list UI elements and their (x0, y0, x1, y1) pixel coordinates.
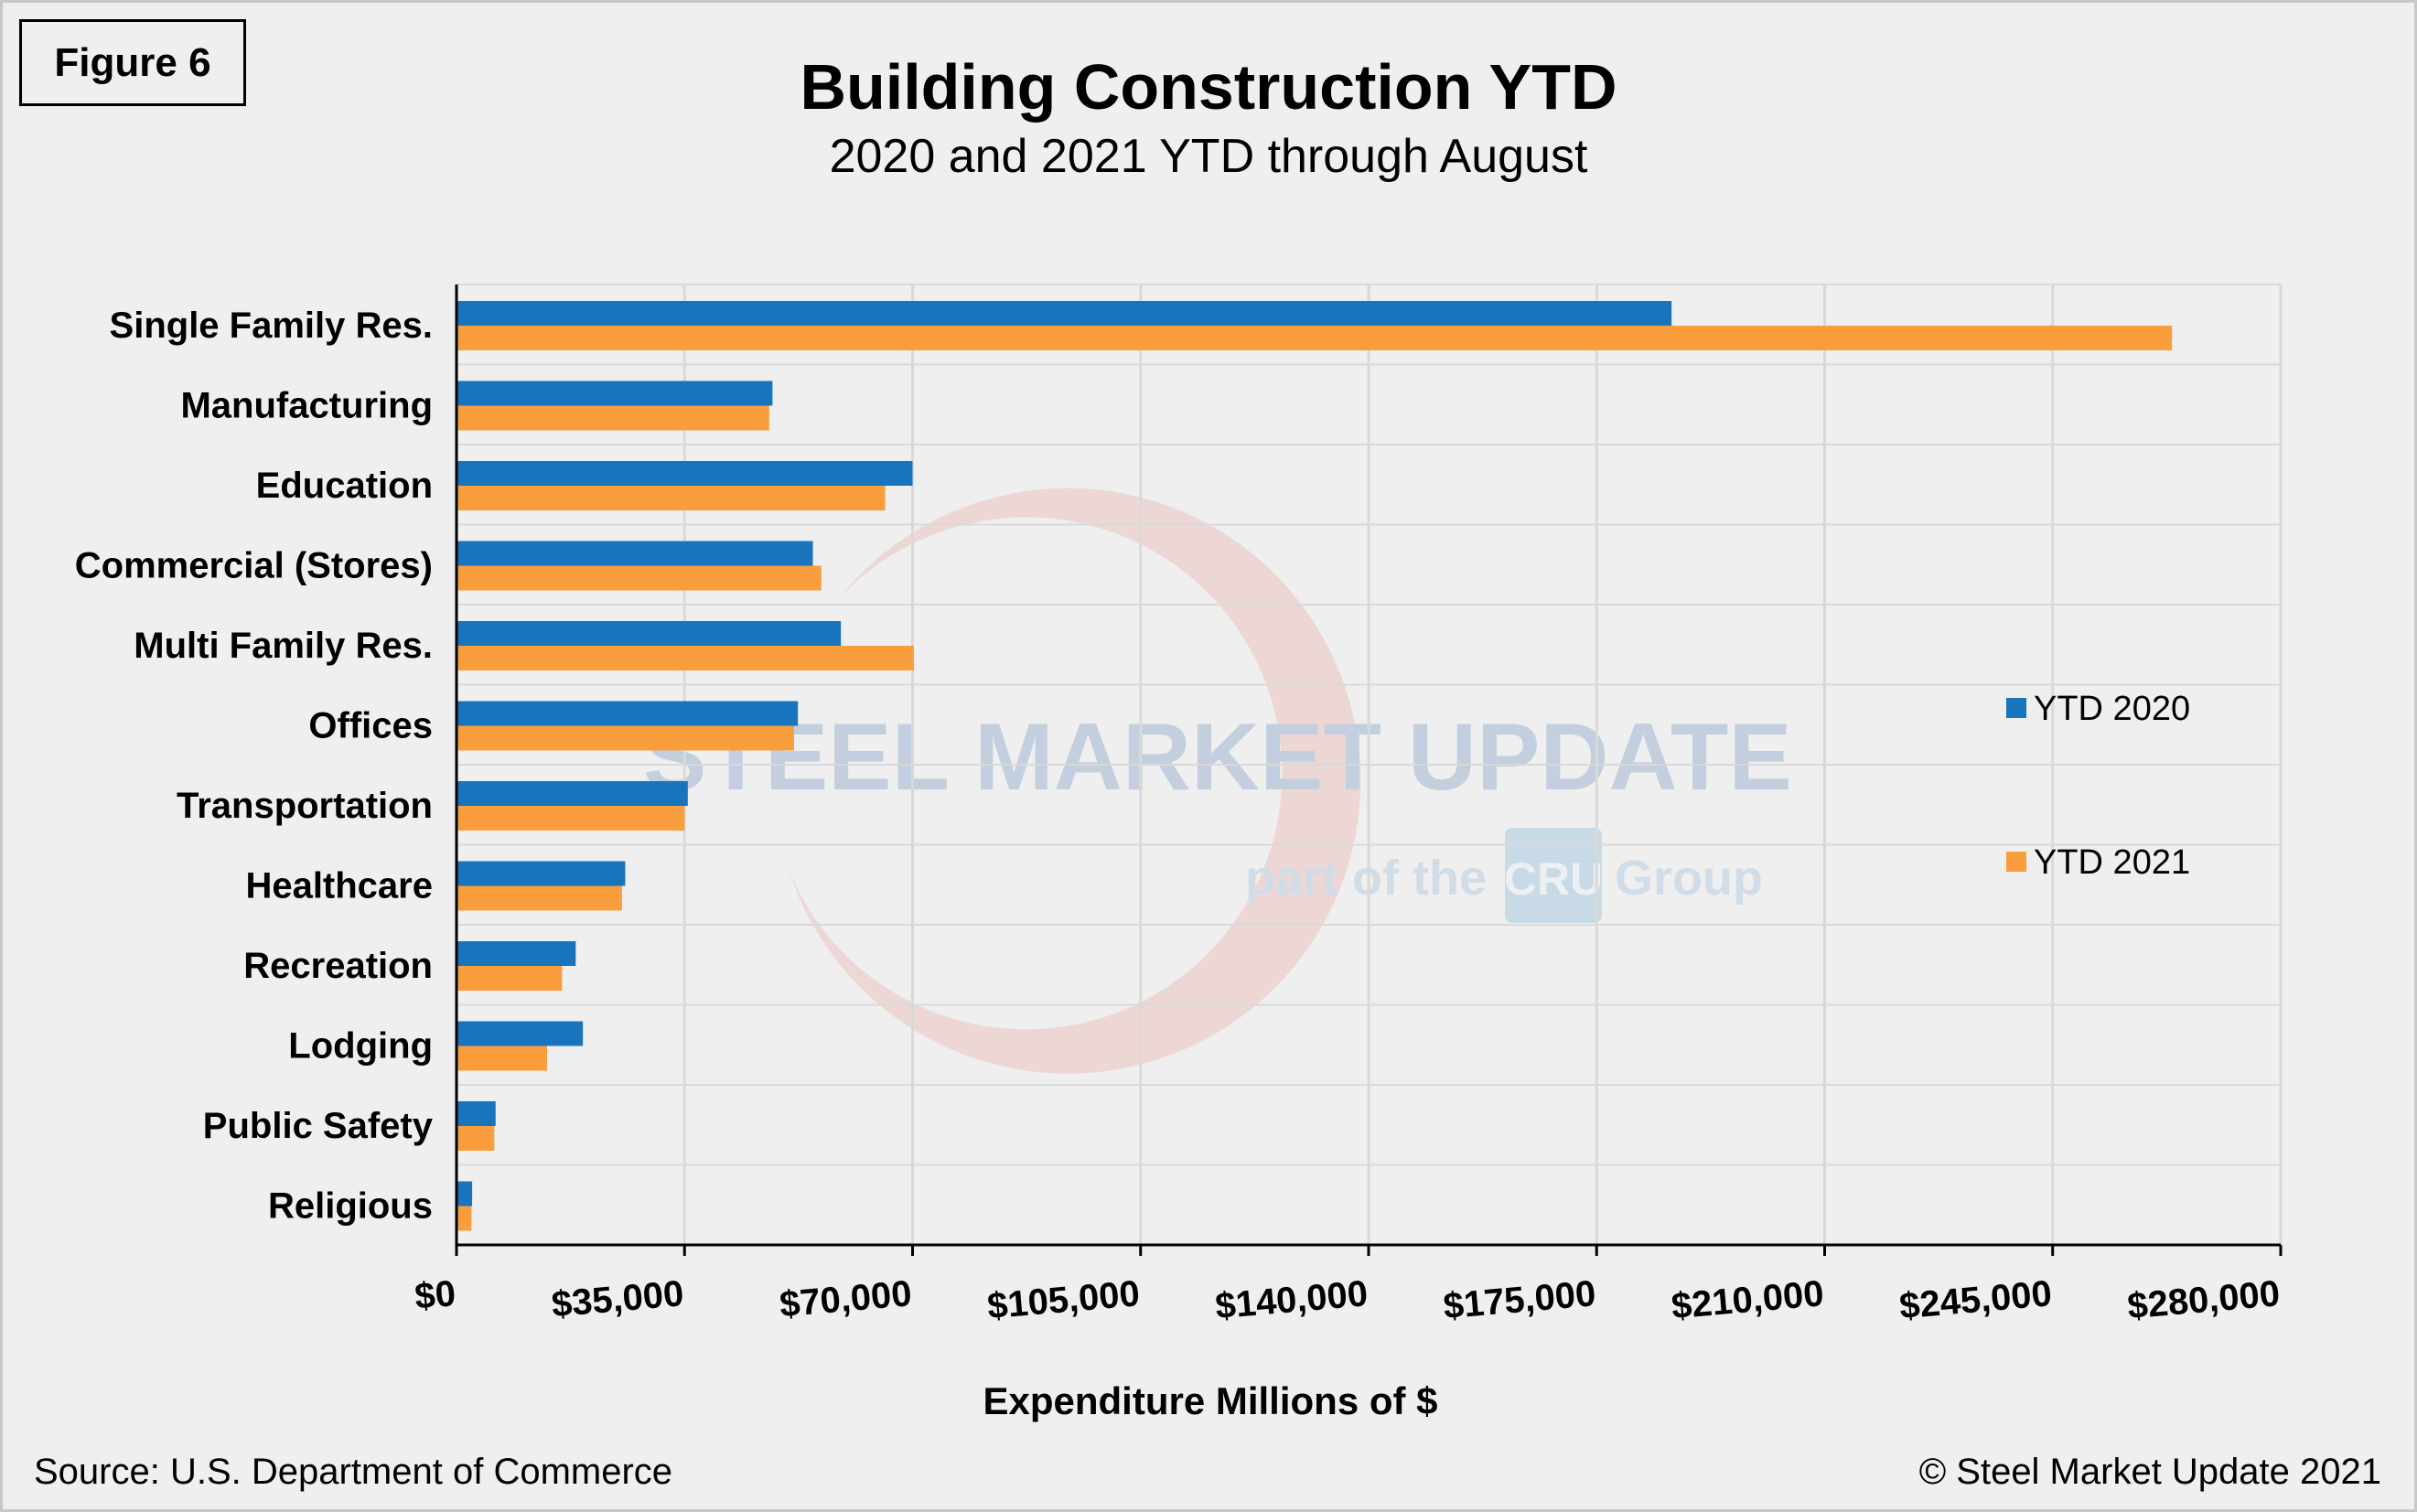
watermark-cru-logo: CRU (1504, 853, 1603, 905)
bar-2020 (457, 941, 576, 966)
x-tick-label: $140,000 (1214, 1273, 1370, 1326)
chart-subtitle: 2020 and 2021 YTD through August (829, 130, 1588, 183)
x-tick-label: $245,000 (1897, 1273, 2053, 1326)
bar-2020 (457, 541, 813, 566)
bar-2021 (457, 806, 685, 831)
bar-2021 (457, 1046, 547, 1071)
x-tick-label: $105,000 (985, 1273, 1141, 1326)
watermark-brand: STEEL MARKET UPDATE (643, 704, 1792, 810)
category-labels: Single Family Res. Manufacturing Education… (75, 306, 434, 1227)
category-label: Transportation (177, 786, 433, 826)
x-tick-label: $35,000 (550, 1273, 685, 1324)
watermark-group-text: Group (1615, 851, 1763, 906)
bar-2021 (457, 1126, 495, 1151)
bar-2020 (457, 1021, 584, 1046)
x-tick-label: $210,000 (1670, 1273, 1825, 1326)
watermark: STEEL MARKET UPDATE part of the CRU Grou… (643, 488, 1792, 1074)
bar-2021 (457, 326, 2173, 350)
category-label: Single Family Res. (110, 306, 433, 346)
category-label: Recreation (243, 946, 433, 986)
x-tick-label: $280,000 (2126, 1273, 2282, 1326)
x-tick-label: $70,000 (778, 1273, 913, 1324)
x-tick-labels: $0 $35,000 $70,000 $105,000 $140,000 $175,000… (414, 1273, 2282, 1326)
bar-2020 (457, 861, 626, 886)
axes (455, 284, 2283, 1256)
bar-2021 (457, 405, 769, 431)
bar-2021 (457, 966, 563, 991)
category-label: Education (256, 466, 433, 506)
legend: YTD 2020 YTD 2021 (2006, 690, 2190, 882)
x-tick-label: $175,000 (1442, 1273, 1597, 1326)
bar-2020 (457, 1101, 496, 1126)
category-label: Manufacturing (180, 385, 433, 425)
legend-swatch-2020 (2006, 698, 2026, 718)
legend-label-2021: YTD 2021 (2034, 843, 2190, 882)
bar-2021 (457, 885, 622, 911)
gridlines (457, 284, 2283, 1246)
bar-2021 (457, 486, 886, 510)
copyright-note: © Steel Market Update 2021 (1918, 1452, 2381, 1492)
category-label: Commercial (Stores) (75, 545, 433, 585)
bar-2020 (457, 461, 913, 486)
category-label: Offices (308, 705, 433, 745)
source-note: Source: U.S. Department of Commerce (34, 1452, 673, 1492)
figure-label: Figure 6 (19, 19, 246, 106)
bar-chart: STEEL MARKET UPDATE part of the CRU Grou… (75, 284, 2283, 1422)
bar-2020 (457, 381, 773, 406)
category-label: Healthcare (245, 865, 433, 906)
legend-label-2020: YTD 2020 (2034, 690, 2190, 728)
category-label: Multi Family Res. (134, 626, 433, 666)
bar-2021 (457, 725, 794, 751)
category-label: Religious (268, 1185, 433, 1226)
watermark-cru-logo-box (1505, 828, 1602, 923)
bar-2020 (457, 621, 842, 646)
bars (457, 301, 2173, 1231)
watermark-tagline: part of the (1245, 851, 1487, 906)
bar-2021 (457, 646, 914, 670)
category-label: Lodging (288, 1025, 433, 1066)
x-axis-title: Expenditure Millions of $ (983, 1379, 1437, 1422)
bar-2020 (457, 701, 799, 726)
bar-2020 (457, 781, 688, 806)
bar-2021 (457, 565, 822, 591)
bar-2021 (457, 1206, 472, 1231)
category-label: Public Safety (203, 1106, 434, 1146)
x-tick-label: $0 (414, 1273, 457, 1317)
bar-2020 (457, 1181, 473, 1206)
bar-2020 (457, 301, 1672, 326)
chart-title: Building Construction YTD (800, 51, 1617, 123)
legend-swatch-2021 (2006, 852, 2026, 872)
